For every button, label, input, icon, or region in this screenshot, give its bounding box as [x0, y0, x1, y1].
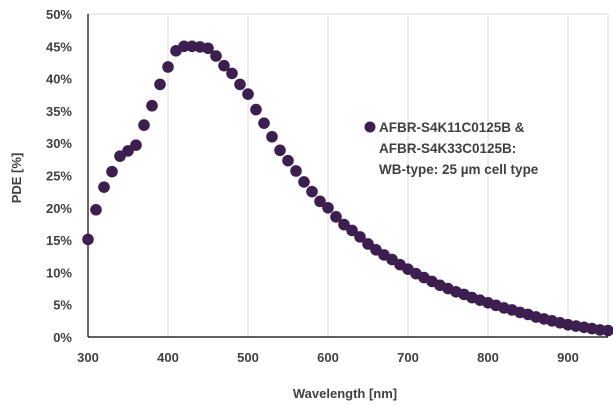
data-point-12: [178, 40, 190, 53]
y-tick-label-5: 25%: [46, 169, 72, 184]
data-point-35: [362, 238, 374, 250]
data-point-10: [162, 61, 174, 73]
data-point-5: [122, 145, 134, 157]
data-point-22: [258, 117, 270, 129]
x-axis-title: Wavelength [nm]: [293, 386, 397, 401]
data-point-27: [298, 176, 310, 188]
data-point-30: [322, 202, 334, 214]
y-tick-label-6: 30%: [46, 136, 72, 151]
legend-line-3: WB-type: 25 µm cell type: [379, 162, 539, 177]
x-tick-label-900: 900: [557, 350, 579, 365]
grid-lines: [88, 13, 609, 337]
data-point-7: [138, 119, 150, 131]
tick-labels: 0% 5% 10% 15% 20% 25% 30% 35% 40% 45% 50% 300 400 500…: [46, 7, 579, 365]
x-tick-label-800: 800: [477, 350, 499, 365]
data-point-6: [130, 139, 142, 151]
data-point-25: [282, 154, 294, 167]
data-point-21: [250, 103, 262, 116]
data-point-2: [98, 181, 110, 193]
data-point-28: [306, 185, 318, 198]
data-point-33: [346, 224, 358, 237]
data-point-0: [82, 233, 94, 246]
data-points: [82, 40, 613, 337]
data-point-1: [90, 203, 102, 216]
data-point-29: [314, 195, 326, 208]
y-tick-label-8: 40%: [46, 72, 72, 87]
data-point-20: [242, 88, 254, 100]
legend-line-2: AFBR-S4K33C0125B:: [379, 141, 516, 156]
data-point-24: [274, 144, 286, 157]
y-tick-label-0: 0%: [53, 330, 72, 345]
data-point-31: [330, 211, 342, 223]
y-tick-label-1: 5%: [53, 298, 72, 313]
y-tick-label-3: 15%: [46, 233, 72, 248]
data-point-17: [218, 59, 230, 72]
y-tick-label-9: 45%: [46, 39, 72, 54]
data-point-9: [154, 78, 166, 91]
data-point-19: [234, 78, 246, 91]
legend-line-1: AFBR-S4K11C0125B &: [379, 120, 525, 135]
data-point-8: [146, 99, 158, 112]
axes: [87, 14, 608, 338]
data-point-18: [226, 67, 238, 80]
legend-marker: [364, 121, 376, 133]
data-point-15: [202, 42, 214, 55]
y-tick-label-2: 10%: [46, 265, 72, 280]
data-point-65: [602, 324, 613, 337]
x-tick-label-500: 500: [237, 350, 259, 365]
data-point-3: [106, 165, 118, 178]
x-tick-label-700: 700: [397, 350, 419, 365]
y-tick-label-10: 50%: [46, 7, 72, 22]
data-point-16: [210, 50, 222, 62]
y-tick-label-7: 35%: [46, 104, 72, 119]
x-tick-label-300: 300: [77, 350, 99, 365]
y-tick-label-4: 20%: [46, 201, 72, 216]
data-point-23: [266, 130, 278, 143]
x-tick-label-400: 400: [157, 350, 179, 365]
legend: AFBR-S4K11C0125B & AFBR-S4K33C0125B: WB-…: [364, 120, 539, 177]
data-point-32: [338, 218, 350, 231]
x-tick-label-600: 600: [317, 350, 339, 365]
data-point-26: [290, 165, 302, 177]
y-axis-title: PDE [%]: [9, 153, 24, 204]
data-point-34: [354, 231, 366, 243]
